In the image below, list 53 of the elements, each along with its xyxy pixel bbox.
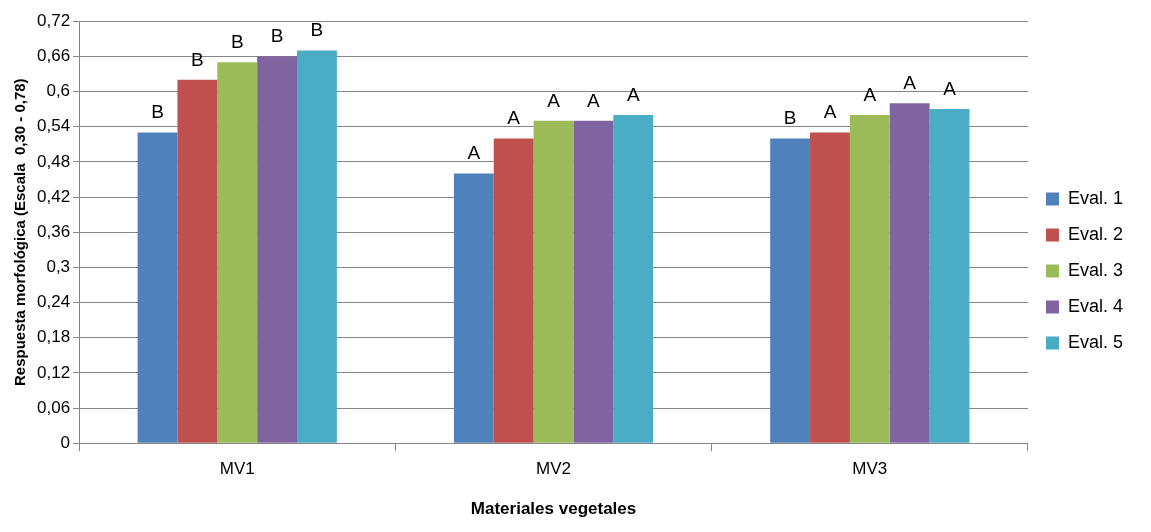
- x-axis-title: Materiales vegetales: [470, 499, 637, 519]
- data-label: B: [310, 19, 324, 41]
- bar: [613, 114, 654, 443]
- bar: [889, 103, 930, 443]
- y-tick-label: 0,18: [36, 327, 71, 347]
- data-label: B: [151, 101, 164, 123]
- data-label: A: [943, 77, 957, 99]
- legend-label: Eval. 1: [1067, 187, 1123, 208]
- y-tick-label: 0,6: [46, 81, 71, 101]
- bar: [177, 79, 218, 443]
- y-tick-label: 0,66: [36, 46, 71, 66]
- y-tick-label: 0,24: [36, 292, 71, 312]
- x-tick-label: MV2: [536, 459, 572, 479]
- bar: [493, 138, 534, 443]
- legend-label: Eval. 2: [1067, 223, 1123, 244]
- x-tick-label: MV3: [852, 459, 888, 479]
- y-tick-label: 0,54: [36, 116, 71, 136]
- bar: [137, 132, 178, 443]
- bar: [770, 138, 811, 443]
- y-tick-label: 0,72: [36, 10, 71, 30]
- data-label: A: [507, 107, 521, 129]
- legend-label: Eval. 4: [1067, 295, 1123, 316]
- y-tick-label: 0,36: [36, 221, 71, 241]
- bar: [257, 56, 298, 443]
- data-label: A: [823, 101, 837, 123]
- legend-label: Eval. 5: [1067, 331, 1123, 352]
- data-label: A: [903, 71, 917, 93]
- data-label: A: [587, 89, 601, 111]
- y-tick-label: 0,42: [36, 186, 71, 206]
- data-label: B: [230, 30, 244, 52]
- bar: [453, 173, 494, 443]
- data-label: A: [547, 89, 561, 111]
- data-label: B: [191, 48, 204, 70]
- y-axis-title: Respuesta morfológica (Escala 0,30 - 0,78): [11, 78, 29, 387]
- bar: [217, 62, 258, 443]
- data-label: B: [783, 107, 797, 129]
- data-label: A: [467, 142, 481, 164]
- y-tick-label: 0,3: [46, 257, 71, 277]
- data-label: A: [626, 83, 640, 105]
- y-tick-label: 0: [60, 432, 71, 452]
- bar: [573, 120, 614, 443]
- data-label: B: [270, 25, 284, 47]
- y-tick-label: 0,12: [36, 362, 71, 382]
- bar: [929, 109, 970, 443]
- legend-label: Eval. 3: [1067, 259, 1123, 280]
- bar: [810, 132, 850, 443]
- y-tick-label: 0,48: [36, 151, 71, 171]
- bar: [297, 50, 337, 443]
- x-tick-label: MV1: [219, 459, 255, 479]
- bar: [849, 114, 890, 443]
- data-label: A: [863, 83, 877, 105]
- y-tick-label: 0,06: [36, 397, 71, 417]
- bar: [533, 120, 574, 443]
